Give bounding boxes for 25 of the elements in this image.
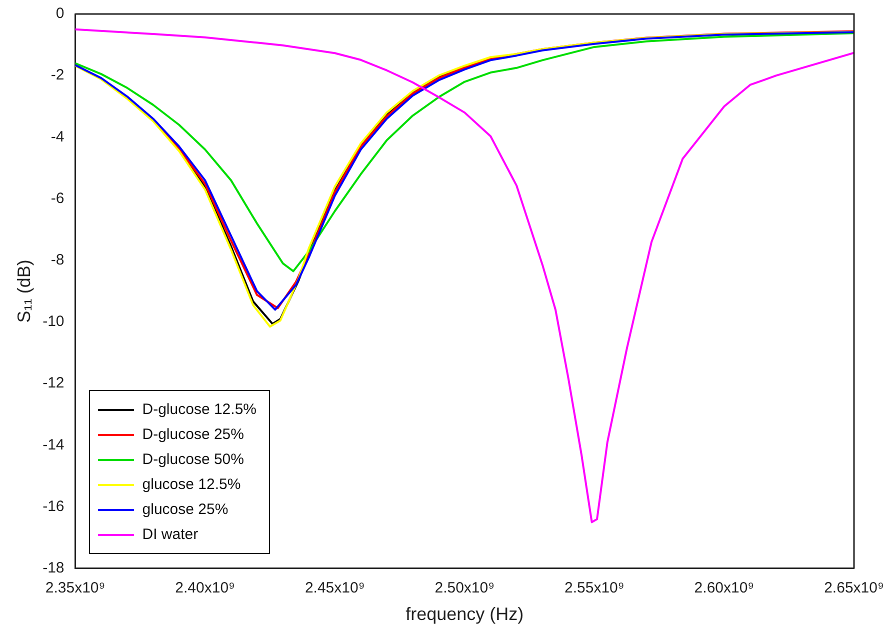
y-tick-label: -10: [42, 313, 64, 330]
x-tick-label: 2.40x10⁹: [175, 580, 235, 597]
legend-label: D-glucose 50%: [142, 451, 244, 468]
legend-label: D-glucose 25%: [142, 426, 244, 444]
legend-label: D-glucose 12.5%: [142, 401, 256, 418]
x-tick-label: 2.45x10⁹: [304, 580, 365, 597]
y-tick-label: -4: [50, 128, 64, 146]
legend-label: DI water: [142, 526, 198, 544]
y-axis-title: S₁₁ (dB): [14, 260, 34, 323]
x-tick-label: 2.50x10⁹: [434, 580, 495, 597]
x-tick-label: 2.60x10⁹: [694, 580, 754, 597]
x-tick-label: 2.35x10⁹: [45, 580, 106, 597]
y-tick-label: -6: [50, 190, 64, 207]
y-tick-label: -8: [50, 252, 64, 269]
x-tick-label: 2.55x10⁹: [564, 580, 624, 597]
x-axis-title: frequency (Hz): [406, 604, 524, 624]
legend-label: glucose 25%: [142, 501, 228, 518]
y-tick-label: -18: [42, 560, 64, 577]
y-tick-label: 0: [56, 5, 64, 22]
y-tick-label: -16: [42, 498, 64, 515]
y-tick-label: -12: [42, 374, 64, 392]
y-tick-label: -2: [50, 66, 64, 84]
legend-label: glucose 12.5%: [142, 476, 241, 494]
y-tick-label: -14: [42, 436, 64, 454]
x-tick-label: 2.65x10⁹: [824, 580, 884, 597]
